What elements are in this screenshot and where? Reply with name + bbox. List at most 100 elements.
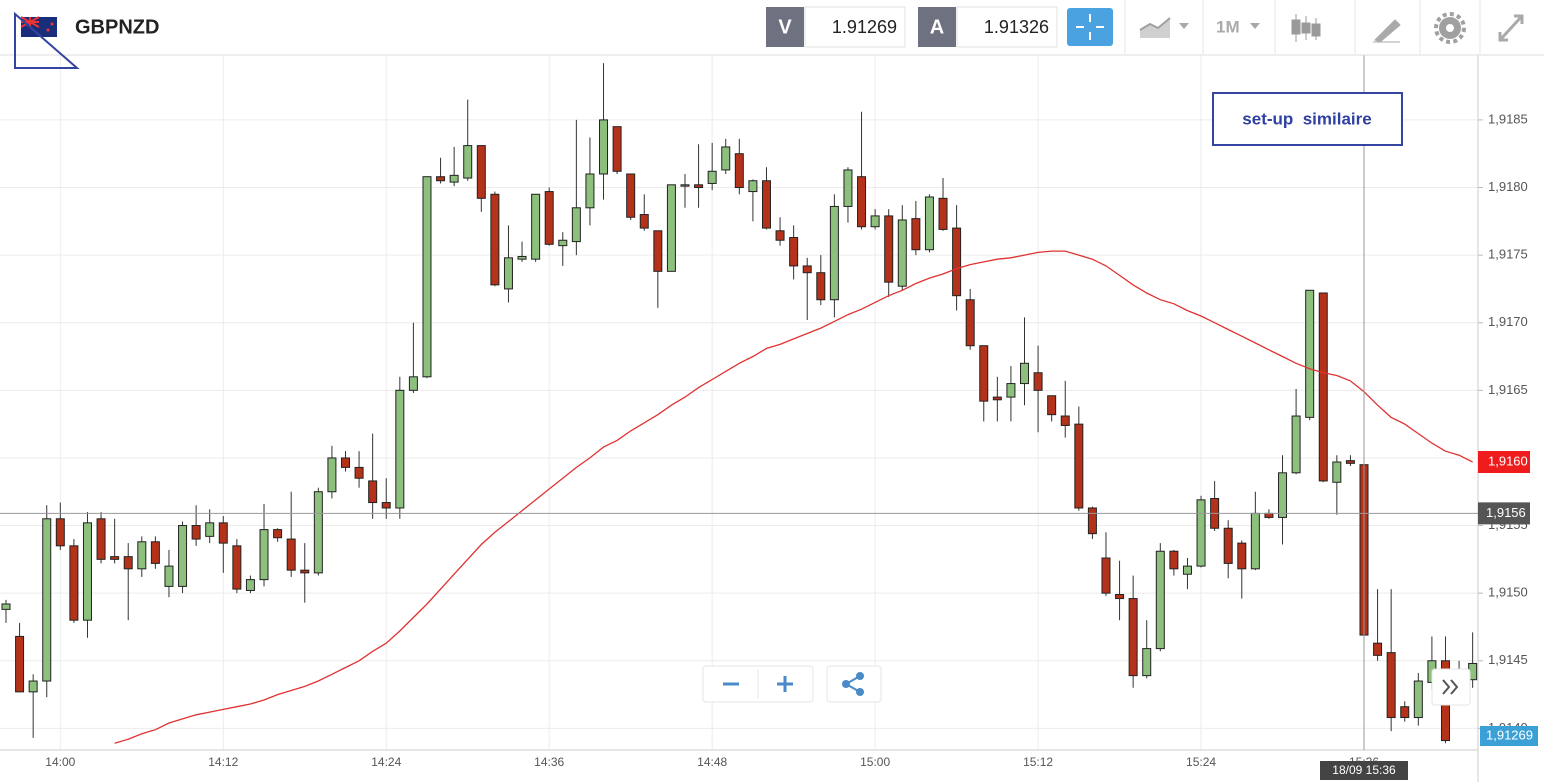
candle-body	[734, 153, 744, 189]
y-tick-label: 1,9150	[1488, 585, 1528, 600]
drawn-triangle	[14, 11, 80, 69]
candle-body	[938, 197, 948, 230]
ma-label: 1,9160	[1488, 453, 1528, 468]
candle-body	[571, 207, 581, 243]
scroll-right-button[interactable]	[1431, 668, 1471, 706]
y-tick-label: 1,9165	[1488, 382, 1528, 397]
x-tick-label: 14:24	[371, 755, 401, 769]
share-button[interactable]	[826, 665, 882, 703]
candle-body	[55, 518, 65, 547]
candle-body	[1318, 292, 1328, 482]
candle-body	[1413, 680, 1423, 719]
candle-body	[178, 525, 188, 587]
candle-body	[341, 457, 350, 468]
candle-body	[1332, 461, 1342, 483]
candle-body	[96, 518, 106, 560]
candle-body	[1237, 542, 1247, 570]
x-tick-label: 15:12	[1023, 755, 1053, 769]
candle-body	[1250, 512, 1260, 570]
x-tick-label: 14:00	[45, 755, 75, 769]
candle-body	[137, 541, 147, 570]
candle-body	[952, 227, 962, 297]
separators	[1124, 0, 1481, 55]
candle-body	[273, 529, 283, 539]
candle-body	[775, 230, 785, 241]
candle-body	[1400, 706, 1410, 719]
candle-body	[28, 680, 38, 693]
symbol: GBPNZD	[75, 16, 159, 38]
timeframe[interactable]: 1M	[1216, 17, 1240, 36]
candle-body	[1033, 372, 1043, 391]
candle-body	[843, 169, 853, 207]
bid-tag-box[interactable]	[766, 7, 804, 47]
bid-tag: V	[778, 16, 792, 38]
candle-body	[1182, 565, 1192, 575]
candle-body	[1196, 499, 1206, 567]
candle-body	[1373, 642, 1383, 656]
candle-body	[924, 196, 934, 251]
candle-body	[1128, 598, 1138, 677]
ask-price: 1.91326	[984, 17, 1049, 37]
candle-body	[436, 176, 446, 182]
y-tick-label: 1,9145	[1488, 652, 1528, 667]
candle-body	[368, 480, 378, 504]
candle-body	[1060, 415, 1070, 426]
ask-box[interactable]	[956, 6, 1058, 48]
y-tick-label: 1,9170	[1488, 314, 1528, 329]
zoom-in[interactable]	[777, 676, 793, 692]
candle-body	[585, 173, 595, 209]
candle-body	[82, 522, 92, 621]
crosshair-button[interactable]	[1067, 8, 1113, 46]
crosshair-time-box	[1320, 761, 1408, 780]
x-tick-label: 14:36	[534, 755, 564, 769]
candle-body	[531, 193, 541, 260]
settings-button[interactable]	[1434, 12, 1466, 44]
candle-body	[422, 176, 432, 378]
candle-body	[42, 518, 52, 682]
candle-body	[1223, 527, 1233, 564]
candle-body	[354, 466, 364, 479]
bid-marker-label: 1,91269	[1486, 727, 1533, 742]
plot-area	[1, 63, 1478, 744]
chart-type-button[interactable]	[1139, 17, 1189, 38]
candle-body	[205, 522, 215, 537]
candle-body	[694, 184, 704, 189]
overlay: 1,91401,91451,91501,91551,91601,91651,91…	[0, 55, 1538, 782]
candle-body	[164, 565, 174, 587]
candle-body	[69, 545, 79, 621]
bid-box[interactable]	[804, 6, 906, 48]
candle-body	[313, 491, 323, 574]
candle-body	[639, 214, 649, 229]
candle-type-button[interactable]	[1291, 14, 1321, 42]
grid	[0, 55, 1478, 750]
draw-button[interactable]	[1373, 19, 1401, 43]
candle-body	[761, 180, 771, 229]
fullscreen-button[interactable]	[1498, 14, 1524, 42]
candle-body	[721, 146, 731, 171]
candle-body	[599, 119, 609, 175]
candle-body	[449, 174, 459, 183]
candle-body	[544, 191, 554, 245]
candle-body	[1115, 594, 1125, 600]
ask-tag-box[interactable]	[918, 7, 956, 47]
candle-body	[191, 525, 201, 540]
candle-body	[395, 389, 405, 509]
candle-body	[245, 579, 255, 591]
candle-body	[653, 230, 663, 272]
y-tick-label: 1,9180	[1488, 179, 1528, 194]
candle-body	[1278, 472, 1288, 518]
x-tick-label: 15:24	[1186, 755, 1216, 769]
candle-body	[110, 556, 120, 560]
candle-body	[1047, 395, 1057, 416]
candle-body	[1305, 289, 1315, 418]
x-tick-label: 15:00	[860, 755, 890, 769]
candle-body	[816, 272, 826, 301]
candle-body	[870, 215, 880, 228]
candle-body	[1142, 648, 1152, 677]
timeframe-caret	[1250, 23, 1260, 29]
candle-body	[259, 529, 269, 581]
candle-body	[1087, 507, 1097, 535]
crosshair-price-label: 1,9156	[1486, 505, 1526, 520]
x-tick-label: 14:12	[208, 755, 238, 769]
